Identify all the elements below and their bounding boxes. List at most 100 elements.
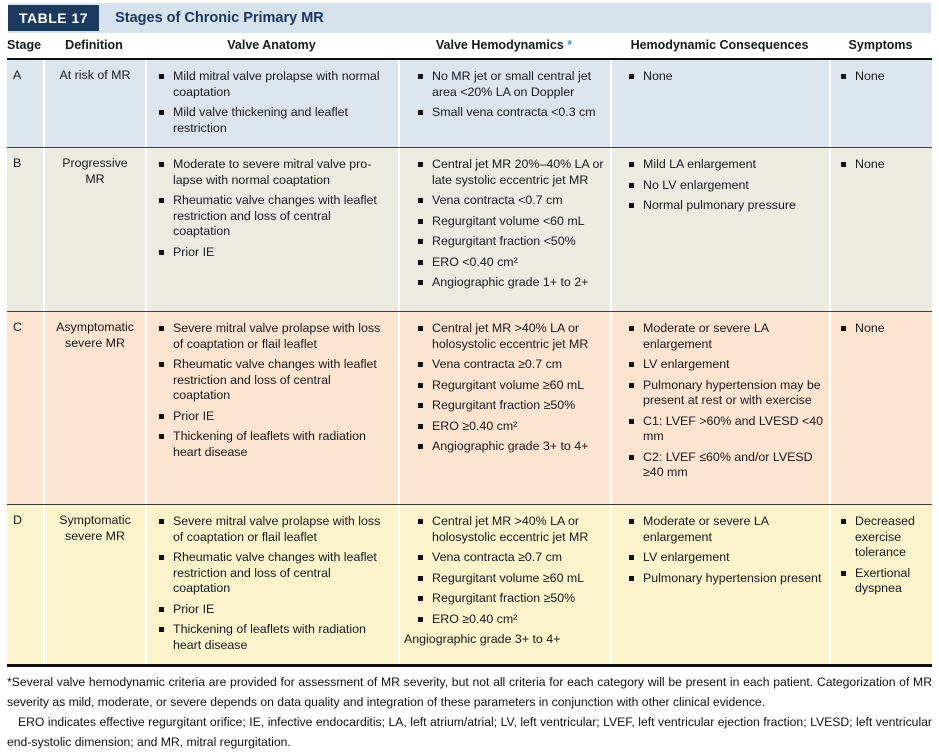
bullet-square-icon	[418, 259, 423, 265]
bullet-square-icon	[418, 362, 423, 367]
bullet-square-icon	[418, 218, 423, 224]
list-item: Central jet MR >40% LA or holosystolic e…	[418, 321, 606, 352]
list-item: None	[841, 157, 928, 173]
valve-hemodynamics-cell: Central jet MR 20%–40% LA or late systol…	[398, 148, 610, 311]
bullet-square-icon	[629, 74, 634, 79]
list-item-text: Rheumatic valve changes with leaflet res…	[173, 193, 377, 238]
symptoms-cell: None	[829, 60, 932, 147]
bullet-square-icon	[418, 403, 423, 408]
list-item: Thickening of leaflets with radiation he…	[159, 622, 390, 653]
bullet-square-icon	[418, 198, 423, 203]
list-item: Mild mitral valve prolapse with normal c…	[159, 69, 390, 100]
list-item: Central jet MR >40% LA or holosystolic e…	[418, 514, 606, 545]
bullet-square-icon	[629, 203, 634, 208]
bullet-square-icon	[159, 362, 164, 367]
list-item: Mild LA enlargement	[629, 157, 823, 173]
list-item-text: No LV enlargement	[643, 177, 749, 192]
list-item-text: Mild mitral valve prolapse with normal c…	[173, 69, 380, 99]
list-item-text: None	[855, 157, 885, 171]
list-item: LV enlargement	[629, 550, 823, 566]
list-item-text: Regurgitant fraction ≥50%	[432, 398, 576, 412]
list-item: Rheumatic valve changes with leaflet res…	[159, 193, 390, 240]
stage-cell: C	[7, 312, 43, 504]
list-item: Central jet MR 20%–40% LA or late systol…	[418, 157, 606, 188]
list-item-text: Rheumatic valve changes with leaflet res…	[173, 550, 377, 595]
list-item: None	[841, 69, 928, 85]
stage-cell: B	[7, 148, 43, 311]
list-item: Prior IE	[159, 602, 390, 618]
bullet-square-icon	[629, 454, 634, 460]
bullet-square-icon	[159, 519, 164, 524]
bullet-square-icon	[159, 249, 164, 255]
table-body: A At risk of MR Mild mitral valve prolap…	[7, 60, 932, 667]
list-item-text: Normal pulmonary pressure	[643, 198, 796, 212]
column-header-hemodynamic-consequences: Hemodynamic Consequences	[630, 38, 809, 52]
bullet-square-icon	[841, 570, 846, 576]
list-item-text: Severe mitral valve prolapse with loss o…	[173, 514, 381, 544]
list-item: Angiographic grade 1+ to 2+	[418, 275, 606, 291]
list-item-text: Vena contracta <0.7 cm	[432, 193, 563, 207]
list-item-text: Moderate or severe LA enlargement	[643, 514, 769, 544]
list-item: Regurgitant volume <60 mL	[418, 214, 606, 230]
bullet-square-icon	[418, 423, 423, 429]
list-item-text: Angiographic grade 1+ to 2+	[432, 275, 589, 289]
bullet-square-icon	[418, 519, 423, 524]
list-item: Prior IE	[159, 245, 390, 261]
bullet-square-icon	[841, 519, 846, 524]
list-item-no-bullet: Angiographic grade 3+ to 4+	[404, 632, 606, 648]
bullet-square-icon	[418, 382, 423, 388]
list-item-text: Angiographic grade 3+ to 4+	[404, 632, 561, 646]
column-header-symptoms: Symptoms	[848, 38, 913, 52]
list-item: No LV enlargement	[629, 178, 823, 194]
list-item-text: None	[643, 69, 673, 83]
list-item: Pulmonary hypertension may be present at…	[629, 378, 823, 409]
bullet-square-icon	[418, 110, 423, 115]
bullet-square-icon	[841, 162, 846, 167]
list-item: Regurgitant volume ≥60 mL	[418, 378, 606, 394]
list-item: Small vena contracta <0.3 cm	[418, 105, 606, 121]
list-item-text: Small vena contracta <0.3 cm	[432, 105, 596, 119]
list-item-text: Exertional dyspnea	[855, 565, 911, 596]
list-item: Prior IE	[159, 409, 390, 425]
list-item: C2: LVEF ≤60% and/or LVESD ≥40 mm	[629, 450, 823, 481]
column-header-valve-hemodynamics: Valve Hemodynamics *	[398, 38, 610, 52]
table-title: Stages of Chronic Primary MR	[115, 10, 324, 26]
bullet-square-icon	[629, 362, 634, 367]
bullet-square-icon	[629, 418, 634, 424]
list-item: Exertional dyspnea	[841, 566, 928, 597]
table-number-badge: TABLE 17	[8, 5, 100, 31]
list-item: Decreased exercise tolerance	[841, 514, 928, 561]
list-item-text: Regurgitant volume <60 mL	[432, 213, 585, 228]
list-item: Moderate or severe LA enlargement	[629, 514, 823, 545]
list-item-text: LV enlargement	[643, 550, 730, 564]
list-item: LV enlargement	[629, 357, 823, 373]
list-item-text: None	[855, 69, 885, 83]
hemodynamic-consequences-cell: None	[610, 60, 829, 147]
bullet-square-icon	[629, 326, 634, 331]
table-title-bar: TABLE 17 Stages of Chronic Primary MR	[8, 3, 931, 33]
bullet-square-icon	[159, 198, 164, 203]
list-item-text: Moderate to severe mitral valve pro­laps…	[173, 157, 372, 187]
table-row-stage-a: A At risk of MR Mild mitral valve prolap…	[7, 60, 932, 147]
list-item-text: Rheumatic valve changes with leaflet res…	[173, 357, 377, 402]
list-item-text: Mild LA enlargement	[643, 157, 756, 171]
bullet-square-icon	[629, 519, 634, 524]
list-item-text: Mild valve thickening and leaflet restri…	[173, 105, 348, 135]
bullet-square-icon	[159, 110, 164, 115]
list-item: Regurgitant fraction <50%	[418, 234, 606, 250]
column-header-valve-anatomy: Valve Anatomy	[227, 38, 316, 52]
valve-hemodynamics-cell: No MR jet or small central jet area <20%…	[398, 60, 610, 147]
symptoms-cell: None	[829, 148, 932, 311]
list-item-text: Central jet MR 20%–40% LA or late systol…	[432, 157, 604, 187]
column-header-definition: Definition	[65, 38, 123, 52]
bullet-square-icon	[418, 239, 423, 244]
list-item-text: Vena contracta ≥0.7 cm	[432, 550, 563, 564]
list-item: Vena contracta ≥0.7 cm	[418, 550, 606, 566]
list-item: No MR jet or small central jet area <20%…	[418, 69, 606, 100]
list-item-text: Prior IE	[173, 408, 215, 423]
bullet-square-icon	[159, 413, 164, 419]
list-item-text: Vena contracta ≥0.7 cm	[432, 357, 563, 371]
table-footnotes: *Several valve hemodynamic criteria are …	[7, 673, 932, 752]
list-item: Normal pulmonary pressure	[629, 198, 823, 214]
footnote-asterisk-marker: *	[567, 38, 573, 52]
